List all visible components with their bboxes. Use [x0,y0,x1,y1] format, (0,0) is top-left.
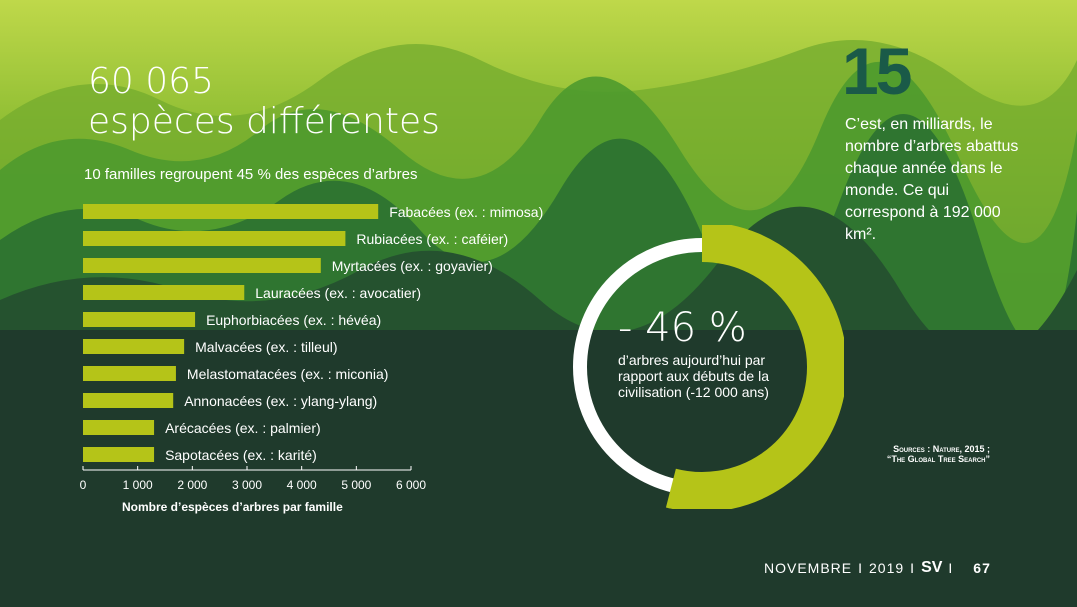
bar-label: Fabacées (ex. : mimosa) [389,204,543,220]
donut-ring-value [665,225,844,509]
x-tick-label: 1 000 [123,478,153,492]
bar [83,258,321,273]
chart-title: 10 familles regroupent 45 % des espèces … [84,166,418,183]
bar [83,312,196,327]
stat-number: 15 [842,34,912,108]
bar [83,339,185,354]
bar [83,393,174,408]
footer-year: 2019 [869,560,905,576]
x-tick-label: 3 000 [232,478,262,492]
bar-label: Annonacées (ex. : ylang-ylang) [184,393,377,409]
headline-number: 60 065 [88,61,214,102]
x-axis-title: Nombre d’espèces d’arbres par famille [122,500,343,514]
bar-label: Malvacées (ex. : tilleul) [195,339,337,355]
bar-label: Myrtacées (ex. : goyavier) [332,258,493,274]
headline-text: espèces différentes [88,101,440,142]
headline: 60 065 espèces différentes [88,62,440,142]
bar-label: Lauracées (ex. : avocatier) [255,285,421,301]
donut-value: - 46 % [618,305,747,351]
footer-month: NOVEMBRE [764,560,853,576]
bar-label: Arécacées (ex. : palmier) [165,420,321,436]
donut-chart [573,225,844,509]
bar [83,447,155,462]
footer-separator: I [948,560,954,576]
x-tick-label: 0 [80,478,87,492]
x-tick-label: 5 000 [341,478,371,492]
bar [83,231,346,246]
bar [83,420,155,435]
page-footer: NOVEMBRE I 2019 I SV I 67 [764,558,991,578]
x-tick-label: 4 000 [287,478,317,492]
bar-label: Melastomatacées (ex. : miconia) [187,366,389,382]
bar-label: Euphorbiacées (ex. : hévéa) [206,312,381,328]
bar [83,204,379,219]
sources: Sources : Nature, 2015 ; “The Global Tre… [886,444,990,464]
bar-label: Sapotacées (ex. : karité) [165,447,317,463]
x-tick-label: 2 000 [177,478,207,492]
x-tick-label: 6 000 [396,478,426,492]
stat-text: C’est, en milliards, le nombre d’arbres … [845,116,1019,243]
bar [83,285,245,300]
bar-label: Rubiacées (ex. : caféier) [356,231,508,247]
footer-separator: I [910,560,916,576]
page-number: 67 [973,560,991,576]
bar [83,366,176,381]
footer-separator: I [858,560,864,576]
donut-caption: d’arbres aujourd’hui par rapport aux déb… [618,352,769,400]
magazine-logo: SV [921,559,943,576]
